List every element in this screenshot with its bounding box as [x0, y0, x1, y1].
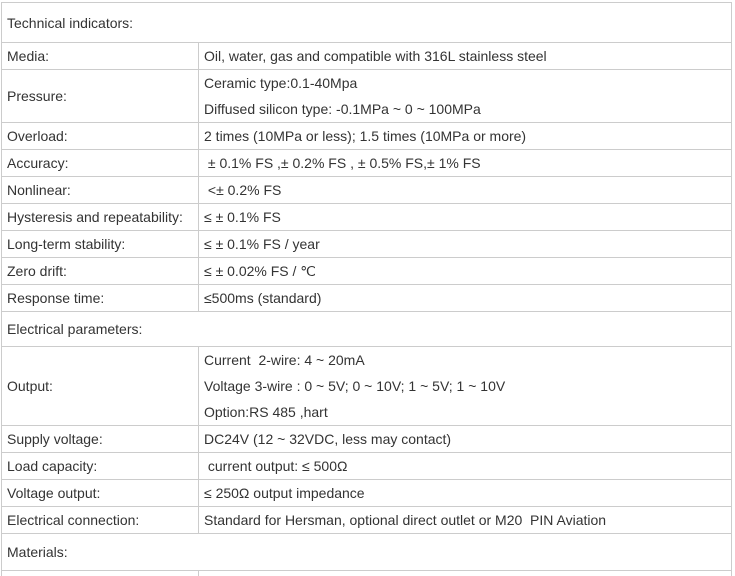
table-row	[1, 570, 732, 576]
table-row: Overload: 2 times (10MPa or less); 1.5 t…	[1, 122, 732, 150]
table-row: Accuracy: ± 0.1% FS ,± 0.2% FS , ± 0.5% …	[1, 149, 732, 177]
spec-label: Supply voltage:	[1, 425, 199, 453]
spec-label: Load capacity:	[1, 452, 199, 480]
table-row: Load capacity: current output: ≤ 500Ω	[1, 452, 732, 480]
section-header-row: Electrical parameters:	[1, 311, 732, 347]
spec-label: Media:	[1, 42, 199, 70]
spec-value: current output: ≤ 500Ω	[198, 452, 732, 480]
spec-label: Zero drift:	[1, 257, 199, 285]
spec-value: Ceramic type:0.1-40Mpa Diffused silicon …	[198, 69, 732, 123]
spec-value: ≤ ± 0.1% FS	[198, 203, 732, 231]
table-row: Output: Current 2-wire: 4 ~ 20mA Voltage…	[1, 346, 732, 426]
table-row: Zero drift: ≤ ± 0.02% FS / ℃	[1, 257, 732, 285]
spec-value: ≤500ms (standard)	[198, 284, 732, 312]
spec-value	[198, 570, 732, 576]
spec-value: ≤ ± 0.02% FS / ℃	[198, 257, 732, 285]
spec-label	[1, 570, 199, 576]
section-title-electrical-parameters: Electrical parameters:	[1, 311, 732, 347]
spec-value: 2 times (10MPa or less); 1.5 times (10MP…	[198, 122, 732, 150]
table-row: Response time: ≤500ms (standard)	[1, 284, 732, 312]
table-row: Supply voltage: DC24V (12 ~ 32VDC, less …	[1, 425, 732, 453]
spec-value: ± 0.1% FS ,± 0.2% FS , ± 0.5% FS,± 1% FS	[198, 149, 732, 177]
table-row: Electrical connection: Standard for Hers…	[1, 506, 732, 534]
spec-label: Pressure:	[1, 69, 199, 123]
spec-value: Oil, water, gas and compatible with 316L…	[198, 42, 732, 70]
spec-value: ≤ 250Ω output impedance	[198, 479, 732, 507]
section-title-technical-indicators: Technical indicators:	[1, 2, 732, 43]
table-row: Voltage output: ≤ 250Ω output impedance	[1, 479, 732, 507]
spec-value: DC24V (12 ~ 32VDC, less may contact)	[198, 425, 732, 453]
spec-label: Response time:	[1, 284, 199, 312]
table-row: Nonlinear: <± 0.2% FS	[1, 176, 732, 204]
spec-label: Accuracy:	[1, 149, 199, 177]
spec-label: Voltage output:	[1, 479, 199, 507]
table-row: Media: Oil, water, gas and compatible wi…	[1, 42, 732, 70]
spec-label: Long-term stability:	[1, 230, 199, 258]
spec-value: Current 2-wire: 4 ~ 20mA Voltage 3-wire …	[198, 346, 732, 426]
spec-label: Electrical connection:	[1, 506, 199, 534]
spec-label: Hysteresis and repeatability:	[1, 203, 199, 231]
spec-value: ≤ ± 0.1% FS / year	[198, 230, 732, 258]
section-header-row: Materials:	[1, 533, 732, 571]
section-title-materials: Materials:	[1, 533, 732, 571]
section-header-row: Technical indicators:	[1, 2, 732, 43]
table-row: Hysteresis and repeatability: ≤ ± 0.1% F…	[1, 203, 732, 231]
spec-value: <± 0.2% FS	[198, 176, 732, 204]
spec-label: Overload:	[1, 122, 199, 150]
table-row: Long-term stability: ≤ ± 0.1% FS / year	[1, 230, 732, 258]
spec-value: Standard for Hersman, optional direct ou…	[198, 506, 732, 534]
spec-label: Nonlinear:	[1, 176, 199, 204]
table-row: Pressure: Ceramic type:0.1-40Mpa Diffuse…	[1, 69, 732, 123]
spec-label: Output:	[1, 346, 199, 426]
